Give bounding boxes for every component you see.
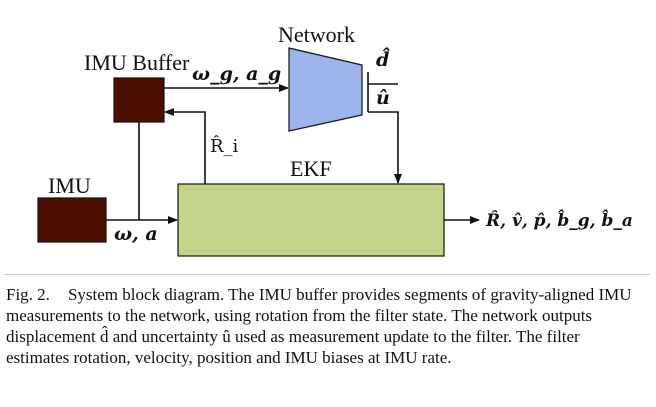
network-output-d-signal: d̂: [376, 47, 390, 71]
imu-buffer-label: IMU Buffer: [84, 50, 190, 75]
imu-to-ekf-signal: ω, a: [114, 223, 158, 245]
imu-label: IMU: [48, 173, 91, 198]
imu-block: [37, 197, 107, 243]
ekf-block: [177, 183, 445, 257]
network-output-u-signal: û: [376, 87, 390, 109]
ekf-output-signal: R̂, v̂, p̂, b̂_g, b̂_a: [485, 210, 633, 231]
figure-caption: Fig. 2. System block diagram. The IMU buf…: [6, 284, 646, 368]
imu-buffer-block: [113, 77, 165, 123]
caption-text: System block diagram. The IMU buffer pro…: [6, 285, 632, 367]
buffer-to-network-signal: ω_g, a_g: [192, 63, 281, 85]
ekf-to-buffer-signal: R̂_i: [210, 135, 239, 157]
figure-number: Fig. 2.: [6, 285, 50, 304]
ekf-label: EKF: [290, 156, 332, 181]
ekf-to-buffer-arrow: [164, 108, 206, 184]
network-label: Network: [278, 22, 355, 47]
caption-rule: [4, 274, 650, 275]
network-to-ekf-arrow: [368, 111, 402, 184]
system-block-diagram: Network IMU Buffer IMU EKF ω_g, a_g d̂ û…: [37, 22, 633, 257]
network-block: [288, 47, 363, 132]
